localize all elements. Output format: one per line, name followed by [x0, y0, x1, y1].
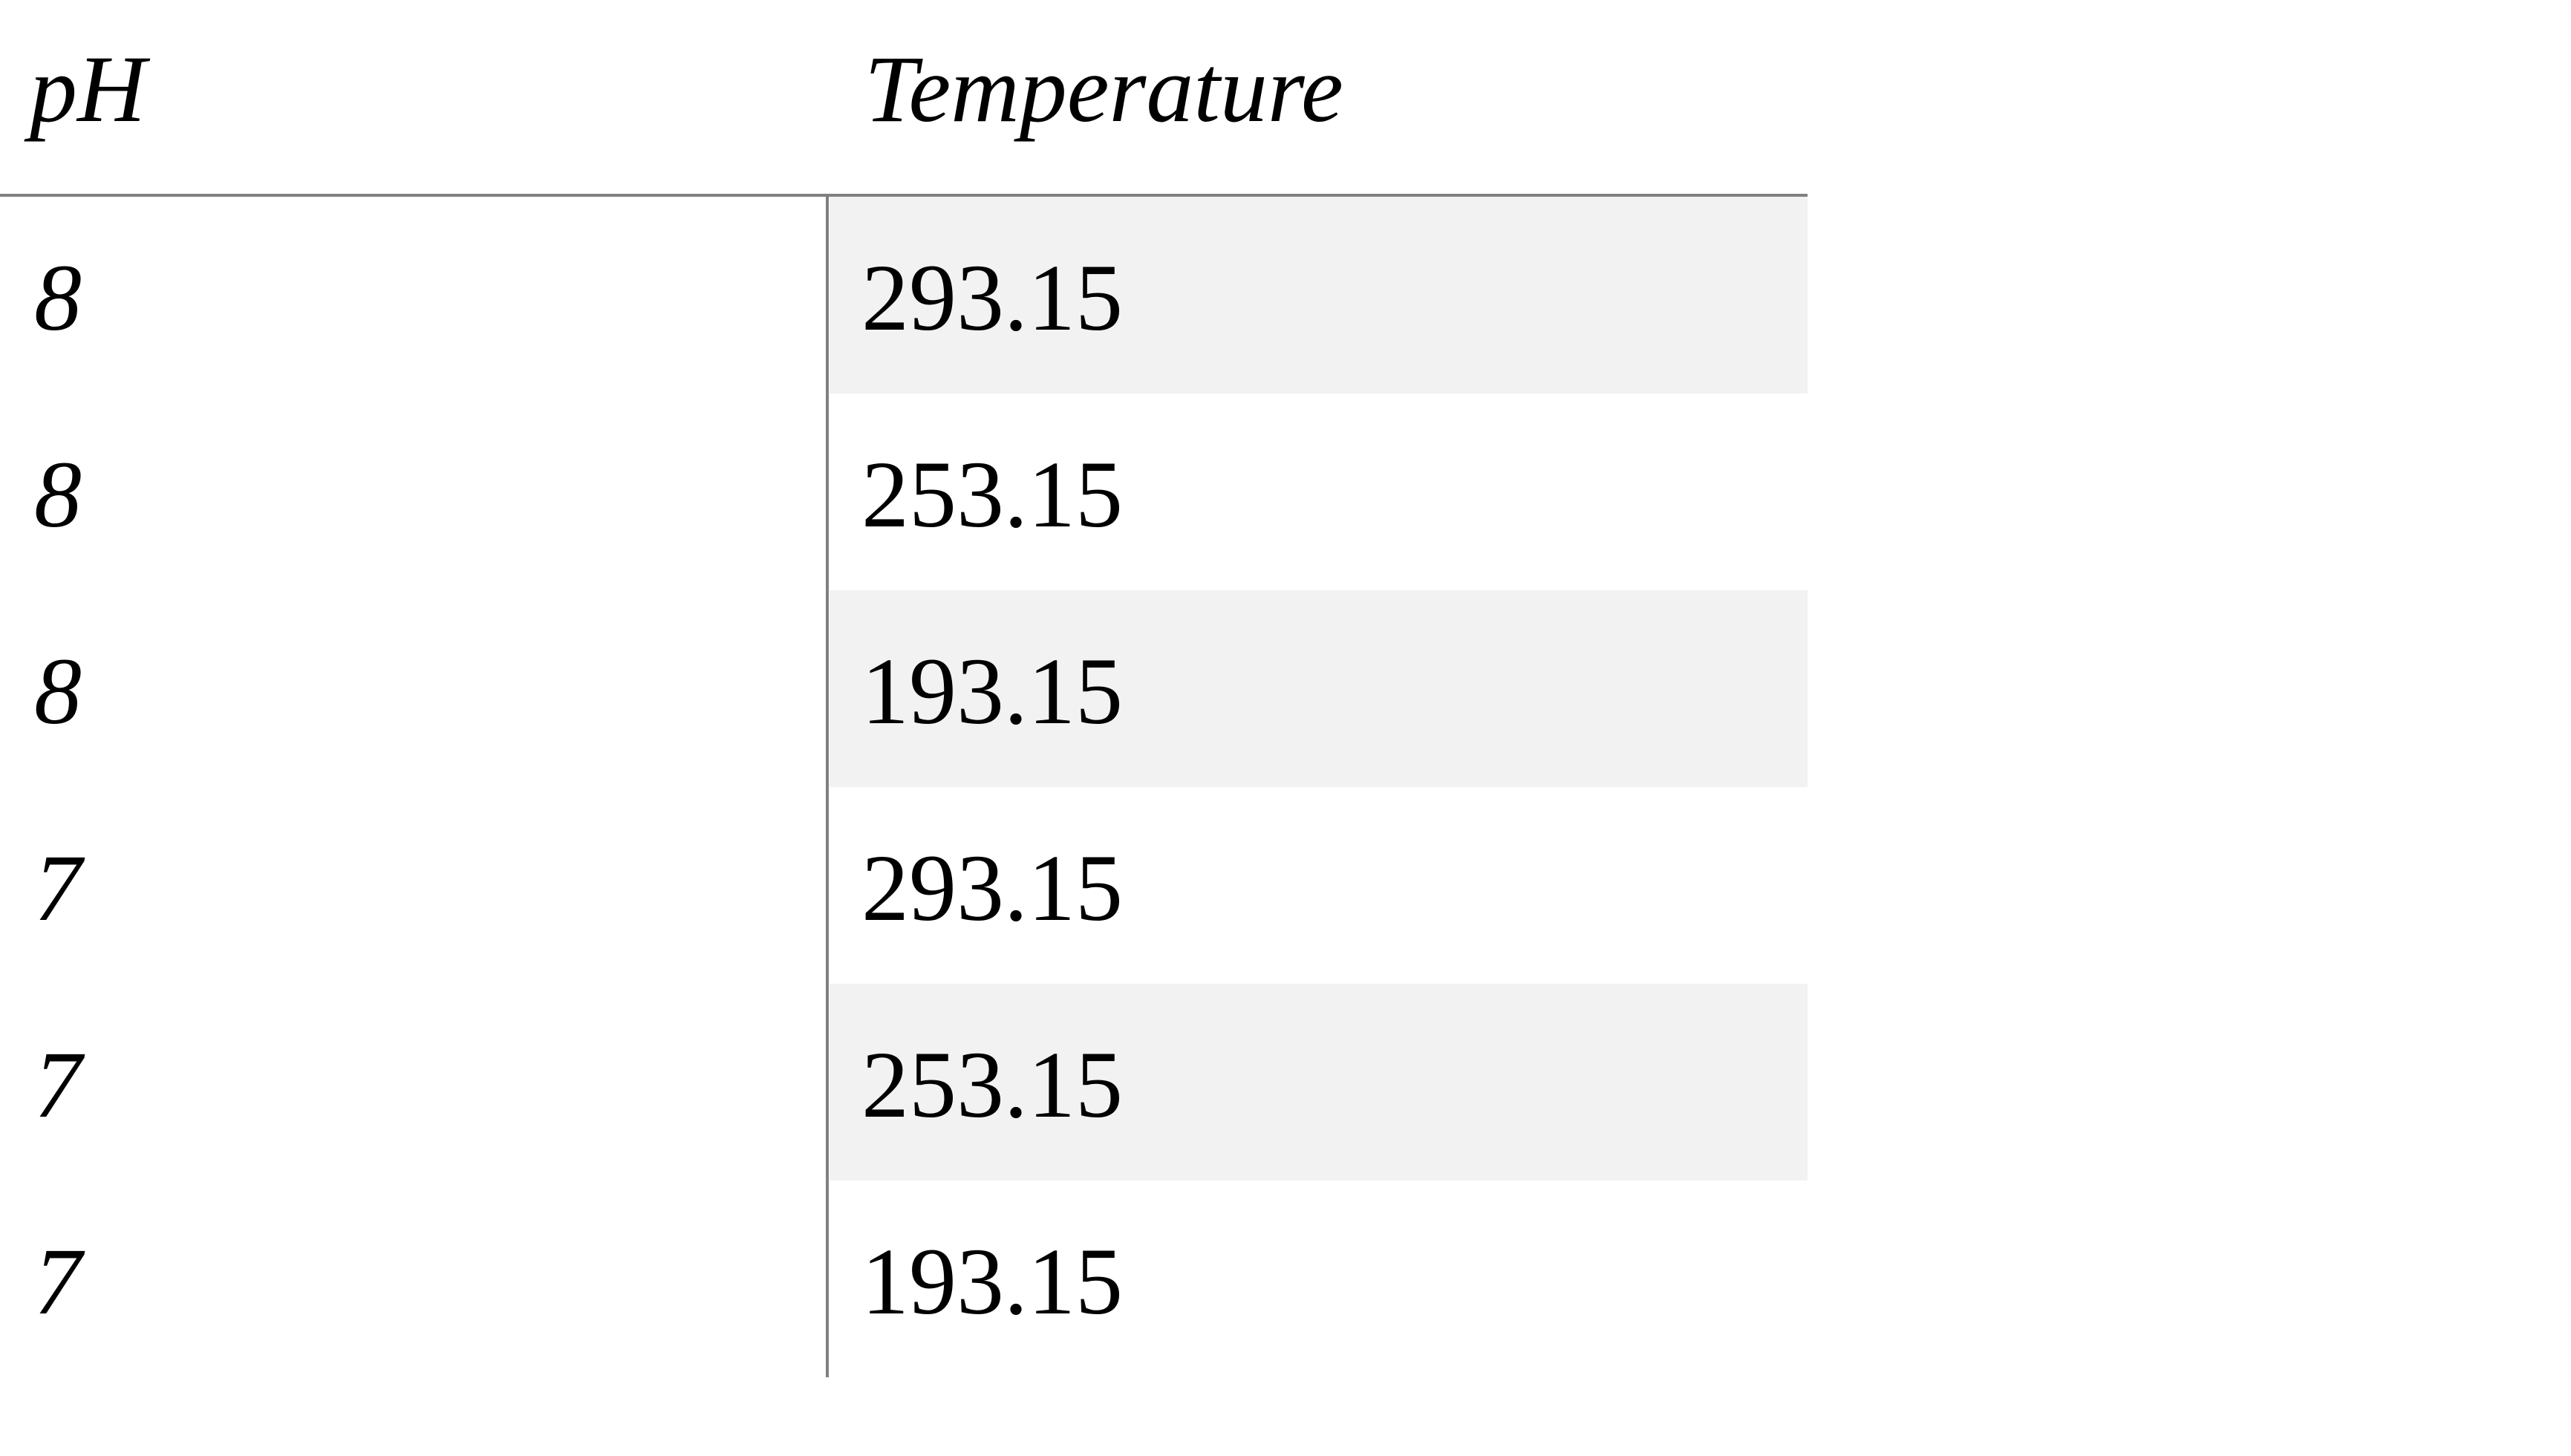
cell-temperature: 293.15 — [861, 245, 1123, 350]
header-ph: pH — [30, 36, 146, 142]
cell-ph: 8 — [34, 639, 82, 744]
row-shading — [830, 590, 1808, 787]
data-table: pH Temperature 8 293.15 8 253.15 8 193.1… — [0, 0, 1808, 1377]
cell-ph: 7 — [34, 1229, 82, 1334]
cell-temperature: 293.15 — [861, 835, 1123, 941]
cell-temperature: 193.15 — [861, 639, 1123, 744]
cell-temperature: 193.15 — [861, 1229, 1123, 1334]
row-shading — [830, 984, 1808, 1181]
table-header-row: pH Temperature — [0, 0, 1808, 197]
table-row: 8 293.15 — [0, 197, 1808, 394]
cell-ph: 7 — [34, 1032, 82, 1137]
header-temperature: Temperature — [864, 36, 1343, 142]
table-row: 8 253.15 — [0, 394, 1808, 590]
table-row: 7 293.15 — [0, 787, 1808, 984]
cell-ph: 7 — [34, 835, 82, 941]
table-row: 7 193.15 — [0, 1181, 1808, 1377]
table-row: 7 253.15 — [0, 984, 1808, 1181]
cell-ph: 8 — [34, 442, 82, 547]
cell-temperature: 253.15 — [861, 442, 1123, 547]
table-row: 8 193.15 — [0, 590, 1808, 787]
column-divider — [826, 197, 829, 1377]
cell-temperature: 253.15 — [861, 1032, 1123, 1137]
table-body: 8 293.15 8 253.15 8 193.15 7 293.15 7 25… — [0, 197, 1808, 1377]
row-shading — [830, 197, 1808, 394]
cell-ph: 8 — [34, 245, 82, 350]
